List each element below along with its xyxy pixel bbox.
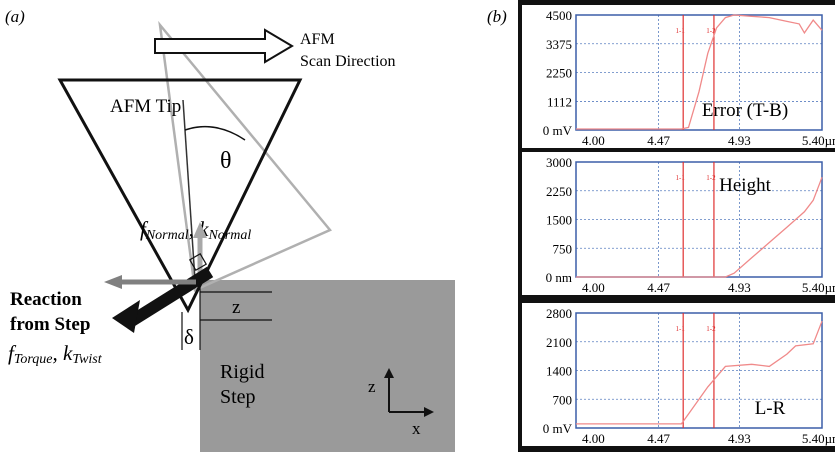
label-part: Twist	[72, 352, 102, 367]
y-tick-label: 2250	[546, 184, 572, 199]
chart-title: Error (T-B)	[702, 100, 788, 121]
y-tick-label: 1400	[546, 364, 572, 379]
panel-a: (a) AFM Scan Direction AFM Tip θ fNormal…	[5, 7, 455, 452]
y-tick-label: 3000	[546, 155, 572, 170]
x-tick-label: 5.40µm	[802, 280, 835, 295]
y-tick-label: 2250	[546, 66, 572, 81]
x-tick-label: 4.93	[728, 133, 751, 148]
z-label: z	[232, 297, 240, 318]
figure: (a) AFM Scan Direction AFM Tip θ fNormal…	[0, 0, 835, 452]
step-label: Rigid	[220, 361, 264, 383]
y-tick-label: 750	[553, 241, 573, 256]
tip-label: AFM Tip	[110, 96, 181, 117]
delta-label: δ	[184, 325, 194, 349]
chart: 0 mV 700 1400 2100 2800 4.00 4.47 4.93 5.40µm 1-1…	[522, 303, 835, 446]
y-tick-label: 4500	[546, 8, 572, 23]
y-tick-label: 1500	[546, 213, 572, 228]
y-tick-label: 3375	[546, 37, 572, 52]
chart: 0 mV 1112 2250 3375 4500 4.00 4.47 4.93 5.40µm 1-…	[522, 5, 835, 148]
x-tick-label: 4.93	[728, 431, 751, 446]
marker-label: 1-2	[706, 325, 716, 333]
marker-label: 1-1	[676, 174, 686, 182]
reaction-arrow-head	[112, 300, 140, 333]
x-tick-label: 4.00	[582, 431, 605, 446]
chart-title: L-R	[755, 398, 786, 419]
step-label: Step	[220, 386, 256, 408]
x-tick-label: 4.00	[582, 280, 605, 295]
angle-arc	[185, 127, 245, 140]
y-tick-label: 0 mV	[543, 421, 573, 436]
scan-label: AFM	[300, 31, 335, 48]
label-part: Normal	[207, 228, 251, 243]
y-tick-label: 2100	[546, 335, 572, 350]
label-part: Normal	[145, 228, 189, 243]
scan-label: Scan Direction	[300, 53, 396, 70]
label-part: ,	[53, 341, 64, 365]
axis-z-label: z	[368, 377, 376, 396]
marker-label: 1-2	[706, 174, 716, 182]
panel-label: (a)	[5, 7, 25, 26]
axis-x-label: x	[412, 419, 421, 438]
angle-label: θ	[220, 148, 232, 174]
x-tick-label: 4.47	[647, 133, 670, 148]
reaction-label: Reaction	[10, 289, 82, 310]
chart-title: Height	[719, 175, 771, 196]
x-tick-label: 5.40µm	[802, 431, 835, 446]
reaction-label: from Step	[10, 314, 90, 335]
y-tick-label: 700	[553, 392, 573, 407]
y-tick-label: 0 nm	[546, 270, 572, 285]
y-tick-label: 1112	[547, 95, 572, 110]
normal-label: fNormal, kNormal	[140, 217, 251, 243]
y-tick-label: 0 mV	[543, 123, 573, 138]
panel-label: (b)	[487, 7, 507, 26]
torque-label: fTorque, kTwist	[8, 341, 103, 367]
marker-label: 1-1	[676, 27, 686, 35]
scan-arrow	[155, 30, 292, 62]
panel-b: 0 mV 1112 2250 3375 4500 4.00 4.47 4.93 5.40µm 1-…	[522, 5, 835, 446]
x-tick-label: 5.40µm	[802, 133, 835, 148]
torque-arrow-head	[104, 275, 122, 289]
chart: 0 nm 750 1500 2250 3000 4.00 4.47 4.93 5.40µm 1-1…	[522, 152, 835, 295]
x-tick-label: 4.00	[582, 133, 605, 148]
x-tick-label: 4.47	[647, 280, 670, 295]
y-tick-label: 2800	[546, 306, 572, 321]
label-part: Torque	[14, 352, 53, 367]
x-tick-label: 4.93	[728, 280, 751, 295]
marker-label: 1-1	[676, 325, 686, 333]
x-tick-label: 4.47	[647, 431, 670, 446]
